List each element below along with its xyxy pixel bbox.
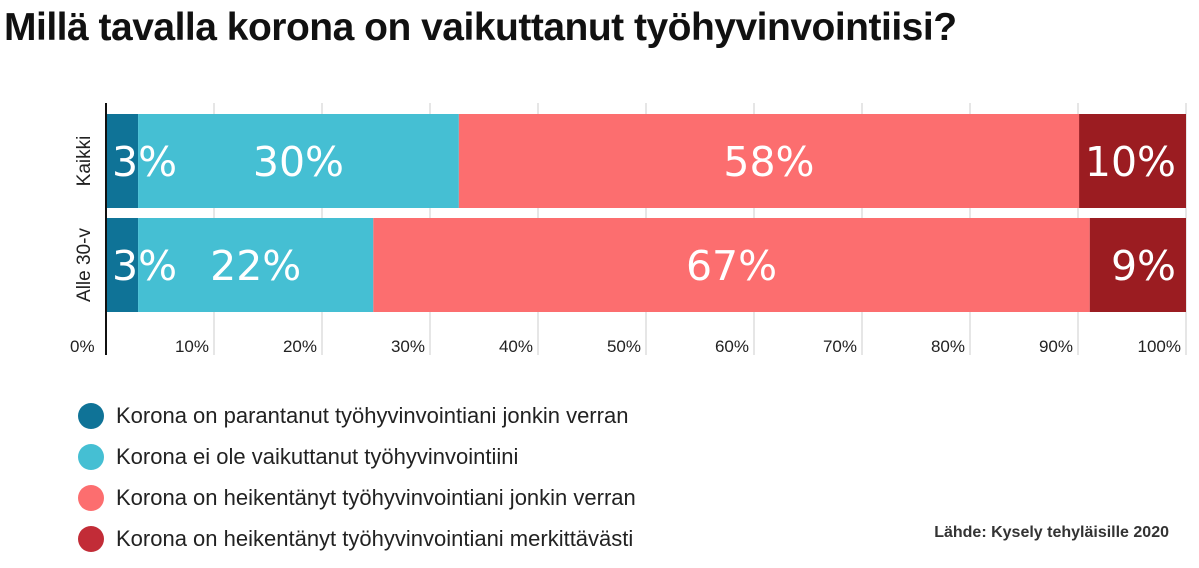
data-label: 22%	[210, 242, 301, 290]
legend-item-no-effect: Korona ei ole vaikuttanut työhyvinvointi…	[78, 436, 636, 477]
bar-segment	[138, 218, 374, 312]
source-note: Lähde: Kysely tehyläisille 2020	[934, 524, 1169, 541]
data-label: 3%	[112, 138, 177, 186]
x-tick-label: 10%	[175, 337, 209, 356]
legend-label-weakened-significantly: Korona on heikentänyt työhyvinvointiani …	[116, 525, 634, 551]
data-label: 30%	[253, 138, 344, 186]
data-label: 67%	[686, 242, 777, 290]
x-tick-label: 30%	[391, 337, 425, 356]
bar-segment	[106, 218, 139, 312]
x-tick-label: 50%	[607, 337, 641, 356]
chart-title: Millä tavalla korona on vaikuttanut työh…	[4, 6, 957, 49]
category-label: Alle 30-v	[74, 228, 95, 302]
bar-segment	[1089, 218, 1186, 312]
data-label: 10%	[1085, 138, 1176, 186]
x-tick-label: 40%	[499, 337, 533, 356]
data-labels: 3% 30% 58% 10% 3% 22% 67% 9%	[112, 138, 1176, 290]
data-label: 58%	[723, 138, 814, 186]
x-tick-label: 90%	[1039, 337, 1073, 356]
legend-item-weakened-some: Korona on heikentänyt työhyvinvointiani …	[78, 477, 636, 518]
bar-segment	[1079, 114, 1186, 208]
legend-item-weakened-significantly: Korona on heikentänyt työhyvinvointiani …	[78, 518, 636, 559]
legend-label-weakened-some: Korona on heikentänyt työhyvinvointiani …	[116, 484, 636, 510]
legend-item-improved: Korona on parantanut työhyvinvointiani j…	[78, 395, 636, 436]
bar-segment	[106, 114, 139, 208]
x-tick-label: 60%	[715, 337, 749, 356]
x-tick-label: 100%	[1138, 337, 1181, 356]
bar-segment	[373, 218, 1090, 312]
data-label: 9%	[1111, 242, 1176, 290]
x-tick-label: 20%	[283, 337, 317, 356]
x-tick-label: 0%	[70, 337, 95, 356]
bars	[106, 114, 1186, 312]
data-label: 3%	[112, 242, 177, 290]
x-tick-label: 80%	[931, 337, 965, 356]
category-label: Kaikki	[74, 136, 95, 187]
bar-segment	[458, 114, 1080, 208]
bar-segment	[138, 114, 459, 208]
legend-swatch-no-effect	[78, 443, 104, 470]
legend-swatch-improved	[78, 402, 104, 429]
legend-label-no-effect: Korona ei ole vaikuttanut työhyvinvointi…	[116, 443, 519, 469]
legend-swatch-weakened-some	[78, 484, 104, 511]
x-tick-label: 70%	[823, 337, 857, 356]
x-axis-ticks: 0% 10% 20% 30% 40% 50% 60% 70% 80% 90% 100%	[70, 337, 1181, 356]
legend-label-improved: Korona on parantanut työhyvinvointiani j…	[116, 402, 629, 428]
legend-swatch-weakened-significantly	[78, 525, 104, 552]
category-labels: Kaikki Alle 30-v	[74, 136, 95, 302]
legend: Korona on parantanut työhyvinvointiani j…	[78, 395, 636, 559]
